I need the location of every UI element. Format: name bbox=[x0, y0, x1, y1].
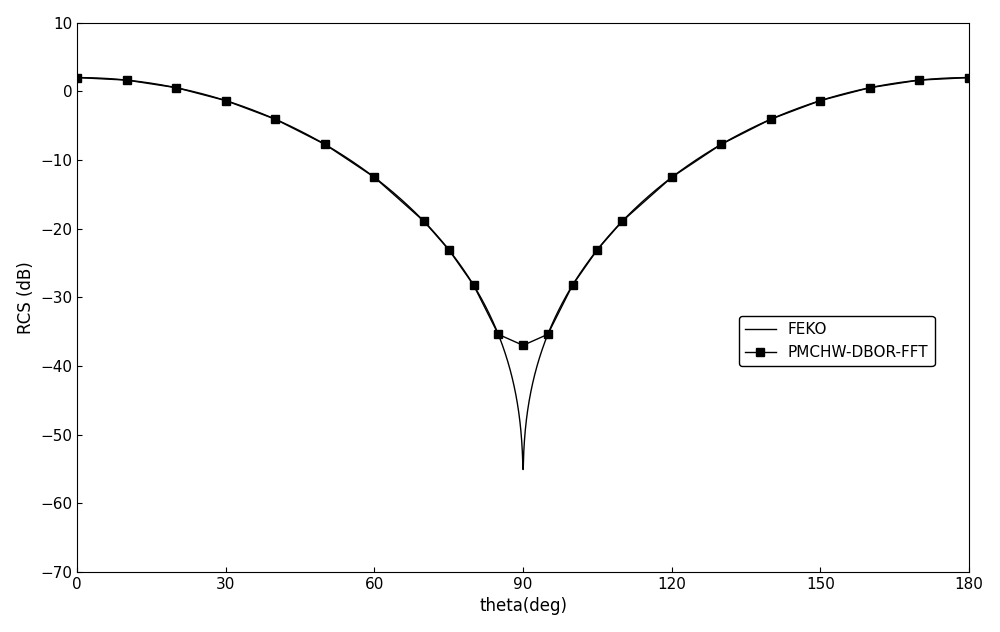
PMCHW-DBOR-FFT bbox=[269, 116, 281, 123]
PMCHW-DBOR-FFT bbox=[864, 84, 876, 92]
FEKO bbox=[71, 74, 83, 82]
PMCHW-DBOR-FFT bbox=[542, 331, 554, 338]
PMCHW-DBOR-FFT bbox=[666, 174, 678, 181]
PMCHW-DBOR-FFT bbox=[170, 84, 182, 92]
PMCHW-DBOR-FFT bbox=[468, 281, 480, 289]
PMCHW-DBOR-FFT bbox=[814, 97, 826, 104]
PMCHW-DBOR-FFT bbox=[517, 341, 529, 349]
PMCHW-DBOR-FFT bbox=[963, 74, 975, 82]
FEKO bbox=[452, 258, 464, 265]
PMCHW-DBOR-FFT bbox=[765, 116, 777, 123]
PMCHW-DBOR-FFT bbox=[418, 217, 430, 225]
PMCHW-DBOR-FFT bbox=[616, 217, 628, 225]
PMCHW-DBOR-FFT bbox=[913, 76, 925, 84]
FEKO bbox=[963, 74, 975, 82]
PMCHW-DBOR-FFT bbox=[443, 246, 455, 253]
PMCHW-DBOR-FFT bbox=[319, 140, 331, 148]
FEKO bbox=[517, 466, 529, 473]
PMCHW-DBOR-FFT bbox=[220, 97, 232, 104]
PMCHW-DBOR-FFT bbox=[71, 74, 83, 82]
PMCHW-DBOR-FFT bbox=[121, 76, 133, 84]
FEKO bbox=[173, 85, 185, 92]
FEKO bbox=[413, 212, 425, 220]
FEKO bbox=[946, 74, 958, 82]
Line: PMCHW-DBOR-FFT: PMCHW-DBOR-FFT bbox=[73, 74, 973, 349]
Line: FEKO: FEKO bbox=[77, 78, 969, 470]
PMCHW-DBOR-FFT bbox=[591, 246, 603, 253]
FEKO bbox=[850, 87, 862, 95]
X-axis label: theta(deg): theta(deg) bbox=[479, 597, 567, 616]
Legend: FEKO, PMCHW-DBOR-FFT: FEKO, PMCHW-DBOR-FFT bbox=[739, 316, 935, 366]
Y-axis label: RCS (dB): RCS (dB) bbox=[17, 261, 35, 334]
PMCHW-DBOR-FFT bbox=[368, 174, 380, 181]
FEKO bbox=[226, 99, 238, 106]
PMCHW-DBOR-FFT bbox=[567, 281, 579, 289]
PMCHW-DBOR-FFT bbox=[492, 331, 504, 338]
PMCHW-DBOR-FFT bbox=[715, 140, 727, 148]
